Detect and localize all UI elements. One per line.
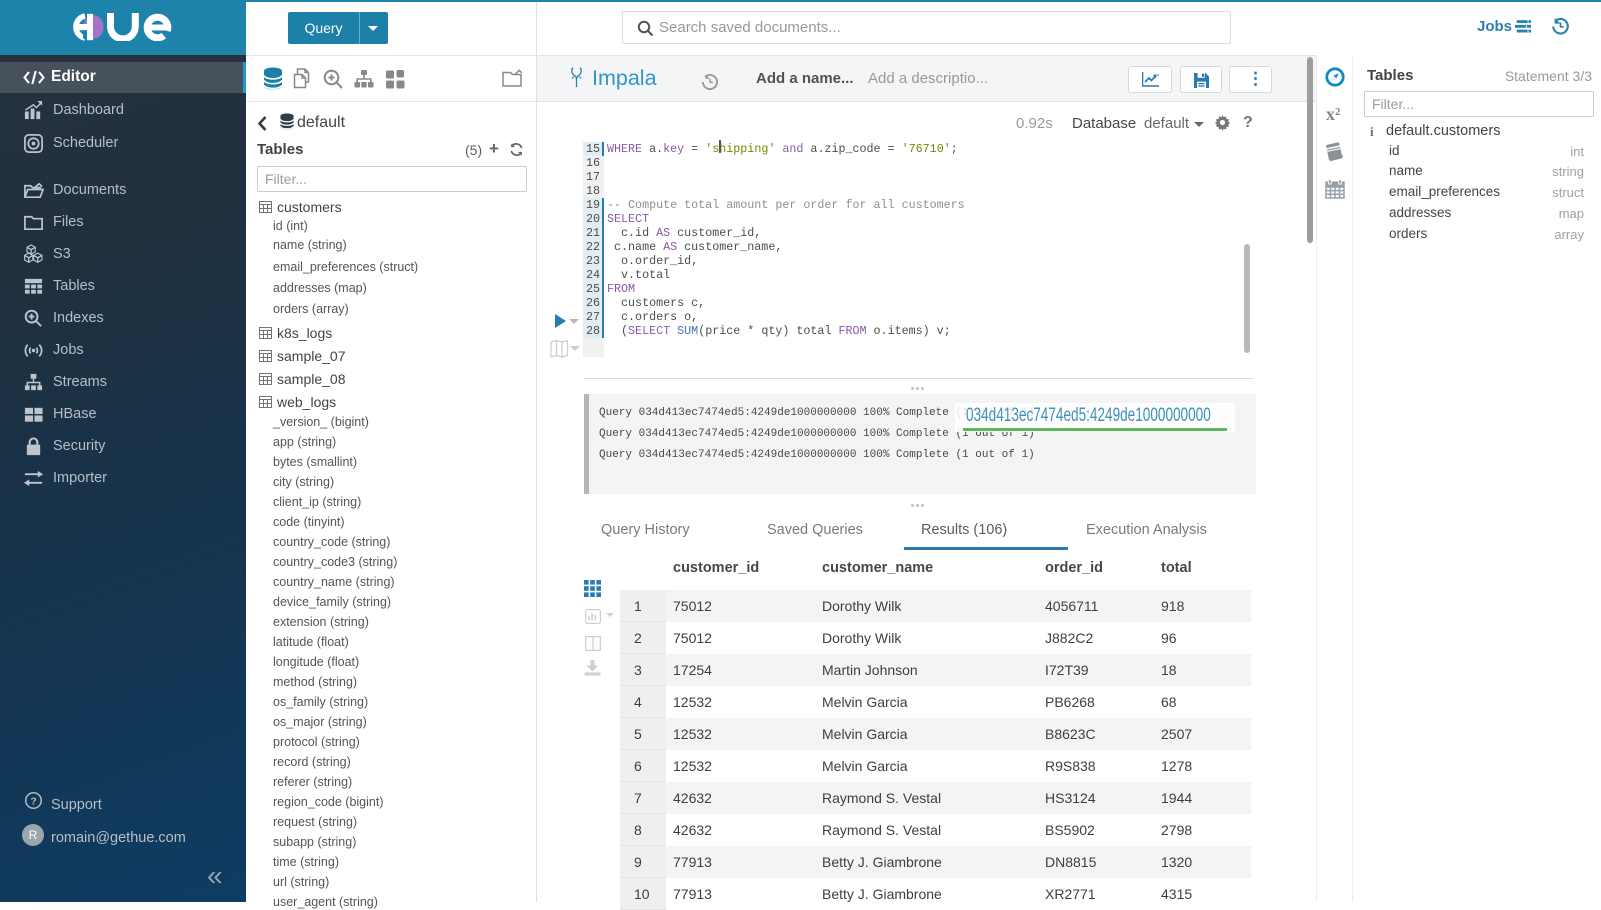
svg-text:?: ? bbox=[30, 796, 36, 807]
